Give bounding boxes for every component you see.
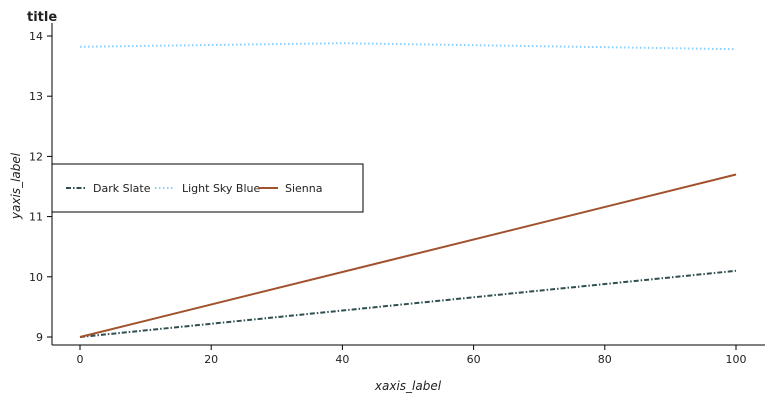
legend-label-dark-slate: Dark Slate	[93, 182, 151, 195]
y-ticks: 9 10 11 12 13 14	[29, 30, 52, 344]
legend-items: Dark Slate Light Sky Blue Sienna	[66, 182, 323, 195]
y-tick-label: 9	[36, 331, 43, 344]
y-tick-label: 13	[29, 90, 43, 103]
series-line-light-sky-blue	[79, 42, 737, 51]
x-ticks: 0 20 40 60 80 100	[77, 345, 747, 366]
chart-title: title	[27, 10, 57, 25]
y-tick-label: 11	[29, 211, 43, 224]
legend-box	[51, 163, 364, 213]
y-tick-label: 14	[29, 30, 43, 43]
legend-label-sienna: Sienna	[285, 182, 323, 195]
x-tick-label: 20	[204, 353, 218, 366]
x-tick-label: 80	[598, 353, 612, 366]
y-tick-label: 10	[29, 271, 43, 284]
x-tick-label: 100	[726, 353, 747, 366]
x-tick-label: 0	[77, 353, 84, 366]
series-line-sienna	[79, 173, 737, 338]
y-axis-title: yaxis_label	[9, 152, 23, 220]
series-layer	[79, 42, 737, 338]
x-tick-label: 60	[467, 353, 481, 366]
series-line-dark-slate	[79, 269, 737, 338]
legend: Dark Slate Light Sky Blue Sienna	[51, 163, 364, 213]
legend-label-light-sky-blue: Light Sky Blue	[182, 182, 260, 195]
y-tick-label: 12	[29, 150, 43, 163]
x-axis-title: xaxis_label	[374, 379, 442, 393]
x-tick-label: 40	[335, 353, 349, 366]
